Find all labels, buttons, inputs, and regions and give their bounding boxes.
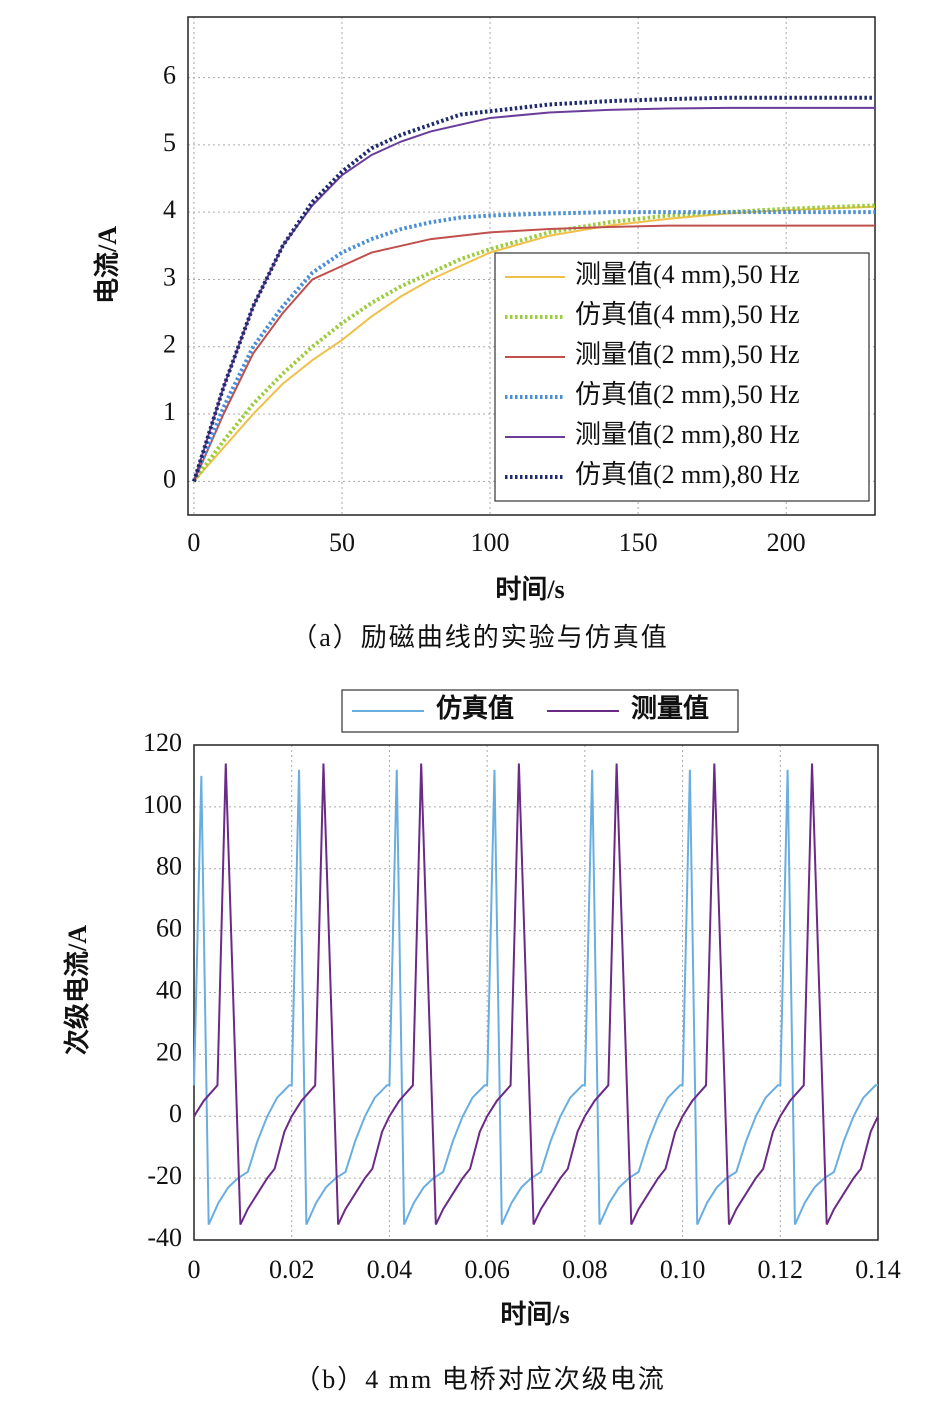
y-tick-label: 2 — [163, 330, 176, 359]
x-tick-label: 0.06 — [464, 1255, 510, 1284]
x-tick-label: 0.14 — [855, 1255, 901, 1284]
legend-label: 仿真值(2 mm),50 Hz — [575, 380, 800, 409]
y-axis-label: 电流/A — [93, 226, 122, 304]
legend-label: 仿真值(2 mm),80 Hz — [575, 460, 800, 489]
x-tick-label: 100 — [471, 528, 510, 557]
y-tick-label: 5 — [163, 128, 176, 157]
y-tick-label: 80 — [156, 852, 182, 881]
y-axis-label: 次级电流/A — [62, 925, 92, 1055]
series-line — [193, 205, 876, 483]
y-tick-label: 40 — [156, 975, 182, 1004]
y-tick-label: 60 — [156, 914, 182, 943]
y-tick-label: 20 — [156, 1037, 182, 1066]
x-tick-label: 0.08 — [562, 1255, 608, 1284]
x-tick-label: 0.12 — [758, 1255, 804, 1284]
plot-frame — [193, 744, 879, 1241]
x-tick-label: 0 — [188, 1255, 201, 1284]
chart: 0 1 2 3 4 5 6 0 50 100 150 200 测量值(4 mm),50 Hz 仿真值(4 … — [93, 16, 876, 652]
y-tick-label: 4 — [163, 195, 176, 224]
series-line — [193, 763, 879, 1225]
chart: -40 -20 0 20 40 60 80 100 120 0 0.02 0.04 0.06 0.08 0.… — [62, 689, 901, 1394]
x-tick-label: 150 — [619, 528, 658, 557]
y-tick-label: -20 — [147, 1161, 182, 1190]
x-tick-label: 0.04 — [367, 1255, 413, 1284]
legend-label: 测量值(2 mm),80 Hz — [575, 420, 800, 449]
legend-label: 测量值(2 mm),50 Hz — [575, 340, 800, 369]
series-line — [192, 106, 875, 482]
x-tick-label: 0.10 — [660, 1255, 706, 1284]
y-tick-label: -40 — [147, 1223, 182, 1252]
y-tick-label: 3 — [163, 262, 176, 291]
series-line — [192, 203, 876, 483]
y-tick-label: 6 — [163, 61, 176, 90]
y-tick-label: 0 — [169, 1099, 182, 1128]
x-axis-label: 时间/s — [500, 1300, 569, 1329]
x-tick-label: 0.02 — [269, 1255, 315, 1284]
series-line — [193, 769, 878, 1225]
x-tick-label: 50 — [329, 528, 355, 557]
y-tick-label: 0 — [163, 464, 176, 493]
plot-frame — [187, 16, 876, 516]
series-line — [193, 224, 875, 482]
legend-box — [494, 252, 870, 502]
caption: （a）励磁曲线的实验与仿真值 — [291, 623, 669, 652]
caption: （b）4 mm 电桥对应次级电流 — [294, 1365, 665, 1394]
y-tick-label: 100 — [143, 790, 182, 819]
legend-label: 测量值 — [631, 694, 709, 723]
x-axis-label: 时间/s — [495, 575, 564, 604]
legend-label: 仿真值 — [436, 693, 514, 723]
legend-label: 测量值(4 mm),50 Hz — [575, 260, 800, 289]
y-tick-label: 120 — [143, 728, 182, 757]
x-tick-label: 200 — [767, 528, 806, 557]
series-line — [192, 210, 875, 483]
legend-label: 仿真值(4 mm),50 Hz — [575, 300, 800, 329]
x-tick-label: 0 — [187, 528, 200, 557]
y-tick-label: 1 — [163, 397, 176, 426]
